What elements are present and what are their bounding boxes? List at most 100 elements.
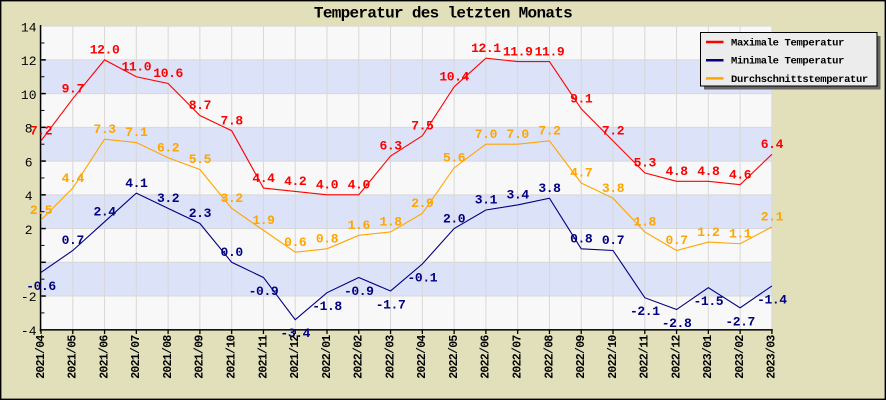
svg-text:6.2: 6.2 [157,140,180,155]
svg-text:7.0: 7.0 [507,127,530,142]
svg-text:2023/03: 2023/03 [766,335,779,379]
svg-text:2021/11: 2021/11 [257,335,270,379]
svg-text:3.4: 3.4 [507,188,530,203]
svg-text:2022/08: 2022/08 [543,335,556,379]
svg-text:2021/07: 2021/07 [130,335,143,379]
svg-text:10.6: 10.6 [153,66,183,81]
svg-text:4.0: 4.0 [348,178,371,193]
svg-text:-1.5: -1.5 [694,294,724,309]
svg-text:-2.1: -2.1 [630,304,660,319]
svg-text:2021/12: 2021/12 [289,335,302,379]
svg-text:Durchschnittstemperatur: Durchschnittstemperatur [731,74,868,86]
svg-text:7.8: 7.8 [221,113,244,128]
svg-text:5.5: 5.5 [189,152,212,167]
svg-text:2.9: 2.9 [411,196,434,211]
svg-text:4.4: 4.4 [252,171,275,186]
svg-text:Minimale Temperatur: Minimale Temperatur [731,56,844,68]
svg-text:2021/10: 2021/10 [225,335,238,379]
svg-text:6.3: 6.3 [379,139,402,154]
svg-text:Maximale Temperatur: Maximale Temperatur [731,38,844,50]
svg-text:-0.9: -0.9 [344,284,374,299]
svg-text:4.6: 4.6 [729,167,752,182]
svg-text:4.8: 4.8 [665,164,688,179]
svg-text:2022/09: 2022/09 [575,335,588,379]
svg-text:2022/04: 2022/04 [416,335,429,379]
svg-text:12.0: 12.0 [90,43,120,58]
svg-text:2022/12: 2022/12 [670,335,683,379]
svg-text:12: 12 [21,54,37,69]
svg-text:2022/05: 2022/05 [448,335,461,379]
svg-text:1.8: 1.8 [634,215,657,230]
svg-text:0.8: 0.8 [316,232,339,247]
svg-text:7.0: 7.0 [475,127,498,142]
svg-text:-2.8: -2.8 [662,316,692,331]
svg-text:3.2: 3.2 [221,191,244,206]
svg-text:1.2: 1.2 [697,225,720,240]
svg-text:2021/06: 2021/06 [98,335,111,379]
svg-text:7.2: 7.2 [602,124,625,139]
svg-text:8.7: 8.7 [189,98,211,113]
svg-text:4.4: 4.4 [62,171,85,186]
svg-text:4: 4 [25,189,33,204]
svg-text:3.8: 3.8 [602,181,625,196]
svg-text:0.6: 0.6 [284,235,307,250]
svg-text:2023/01: 2023/01 [702,335,715,379]
svg-text:7.2: 7.2 [538,124,561,139]
svg-text:2.3: 2.3 [189,206,212,221]
svg-text:-1.7: -1.7 [376,297,406,312]
svg-text:2022/07: 2022/07 [511,335,524,379]
svg-text:1.1: 1.1 [729,226,752,241]
svg-text:4.8: 4.8 [697,164,720,179]
svg-text:-1.8: -1.8 [312,299,342,314]
svg-text:-0.6: -0.6 [26,279,56,294]
svg-text:2.5: 2.5 [30,203,53,218]
svg-text:5.3: 5.3 [634,156,657,171]
svg-text:5.6: 5.6 [443,151,466,166]
svg-text:1.6: 1.6 [348,218,371,233]
svg-text:4.7: 4.7 [570,166,592,181]
svg-text:0.8: 0.8 [570,232,593,247]
svg-text:12.1: 12.1 [471,41,501,56]
svg-text:2022/03: 2022/03 [384,335,397,379]
svg-text:7.5: 7.5 [411,118,434,133]
svg-text:2023/02: 2023/02 [734,335,747,379]
svg-text:2021/09: 2021/09 [194,335,207,379]
svg-text:Temperatur des letzten Monats: Temperatur des letzten Monats [314,5,572,23]
svg-text:14: 14 [21,20,37,35]
svg-text:3.2: 3.2 [157,191,180,206]
svg-text:2.4: 2.4 [93,205,116,220]
svg-text:2.1: 2.1 [761,210,784,225]
svg-text:3.1: 3.1 [475,193,498,208]
svg-text:2.0: 2.0 [443,211,466,226]
svg-text:10.4: 10.4 [439,70,469,85]
svg-text:0.0: 0.0 [221,245,244,260]
svg-text:2022/10: 2022/10 [607,335,620,379]
svg-text:-0.9: -0.9 [249,284,279,299]
svg-text:3.8: 3.8 [538,181,561,196]
svg-text:2021/05: 2021/05 [67,335,80,379]
svg-text:0.7: 0.7 [602,233,624,248]
svg-text:9.7: 9.7 [62,81,84,96]
svg-text:-3.4: -3.4 [280,326,310,341]
svg-text:7.3: 7.3 [93,122,116,137]
svg-text:11.9: 11.9 [535,44,565,59]
svg-text:2022/02: 2022/02 [353,335,366,379]
svg-text:1.8: 1.8 [379,215,402,230]
svg-text:7.2: 7.2 [30,124,53,139]
svg-text:2022/01: 2022/01 [321,335,334,379]
svg-text:6: 6 [25,155,33,170]
svg-text:1.9: 1.9 [252,213,275,228]
svg-text:8: 8 [25,122,33,137]
svg-text:4.2: 4.2 [284,174,307,189]
svg-text:11.0: 11.0 [122,59,152,74]
svg-text:6.4: 6.4 [761,137,784,152]
svg-text:2: 2 [25,223,33,238]
svg-text:2021/08: 2021/08 [162,335,175,379]
svg-text:2022/11: 2022/11 [639,335,652,379]
svg-text:11.9: 11.9 [503,44,533,59]
svg-text:0.7: 0.7 [62,233,84,248]
svg-text:-4: -4 [21,324,37,339]
svg-text:0.7: 0.7 [665,233,687,248]
svg-text:9.1: 9.1 [570,91,593,106]
svg-text:2021/04: 2021/04 [35,335,48,379]
